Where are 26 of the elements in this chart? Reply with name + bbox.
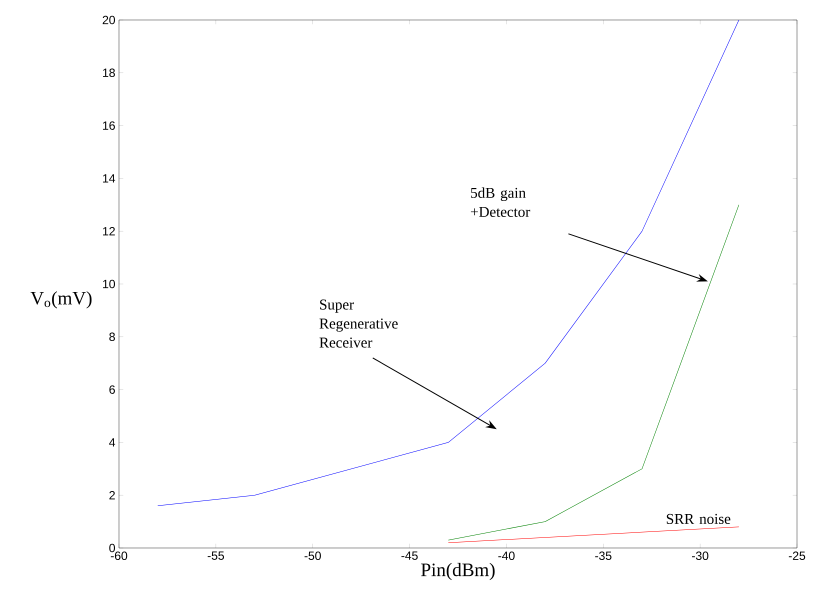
y-tick-label: 10	[103, 280, 115, 288]
x-tick-label: -25	[788, 552, 806, 560]
y-axis-title: V$_{o}$(mV)	[30, 291, 92, 308]
x-tick-label: -45	[401, 552, 418, 560]
y-tick-label: 12	[103, 227, 115, 236]
y-tick-label: 6	[109, 385, 115, 394]
y-tick-label: 4	[109, 438, 116, 447]
x-tick-label: -55	[208, 552, 224, 560]
annotation: 5dB gain +Detector	[470, 187, 530, 217]
y-tick-label: 8	[109, 332, 115, 342]
x-axis-title: Pin(dBm)	[421, 562, 495, 580]
line-series	[157, 20, 740, 506]
annotation: Super Regenerative Receiver	[320, 300, 398, 348]
x-tick-label: -35	[595, 552, 612, 560]
y-tick-label: 14	[103, 174, 116, 183]
y-tick-label: 2	[109, 491, 115, 500]
x-tick-label: -60	[110, 552, 128, 560]
x-tick-label: -30	[692, 552, 708, 560]
x-tick-label: -50	[304, 552, 321, 560]
line-series	[448, 204, 740, 540]
x-tick-label: -40	[498, 552, 515, 560]
annotation: SRR noise	[666, 514, 730, 524]
y-tick-label: 16	[103, 121, 115, 130]
y-tick-label: 18	[103, 68, 115, 78]
y-tick-label: 0	[109, 544, 116, 552]
y-tick-label: 20	[102, 16, 115, 24]
